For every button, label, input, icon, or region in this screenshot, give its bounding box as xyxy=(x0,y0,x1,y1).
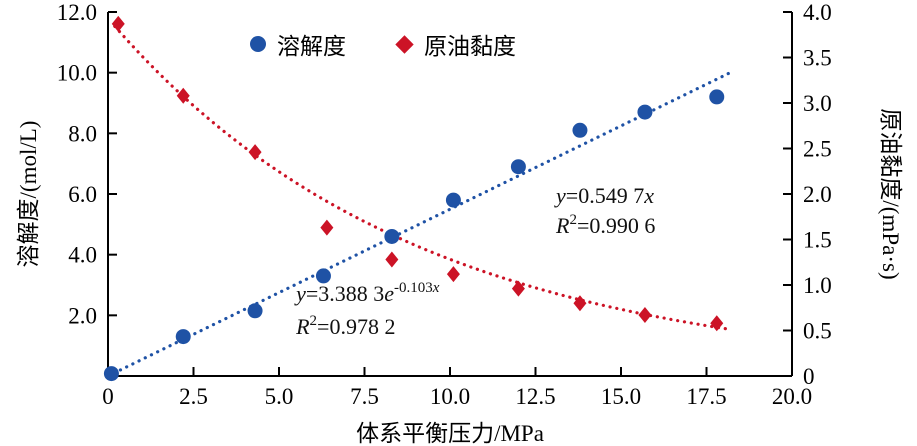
viscosity-data-point xyxy=(176,87,190,104)
solubility-fit-label: y=0.549 7x R2=0.990 6 xyxy=(556,181,655,244)
y-right-tick-label: 3.5 xyxy=(803,46,832,71)
y-right-tick-label: 1.0 xyxy=(803,273,832,298)
solubility-data-point xyxy=(103,366,119,382)
y-right-tick-label: 4.0 xyxy=(803,0,832,25)
y-left-tick-label: 2.0 xyxy=(68,303,97,328)
viscosity-data-point xyxy=(320,219,334,236)
viscosity-data-point xyxy=(446,266,460,283)
viscosity-fit-label-line: y=3.388 3e-0.103x xyxy=(296,280,440,307)
x-tick-label: 5.0 xyxy=(265,384,294,409)
solubility-data-point xyxy=(709,89,725,105)
y-left-tick-label: 6.0 xyxy=(68,182,97,207)
viscosity-data-point xyxy=(511,280,525,297)
solubility-data-point xyxy=(637,104,653,120)
viscosity-diamond-marker-icon xyxy=(395,34,414,54)
viscosity-data-point xyxy=(573,295,587,312)
x-tick-label: 10.0 xyxy=(430,384,470,409)
x-tick-label: 15.0 xyxy=(601,384,641,409)
y-right-tick-label: 1.5 xyxy=(803,228,832,253)
x-tick-label: 0 xyxy=(102,384,114,409)
x-tick-label: 2.5 xyxy=(179,384,208,409)
y-left-tick-label: 12.0 xyxy=(57,0,97,25)
y-axis-left-title: 溶解度/(mol/L) xyxy=(16,120,41,268)
y-right-tick-label: 0 xyxy=(803,364,815,389)
y-right-tick-label: 0.5 xyxy=(803,319,832,344)
solubility-trendline xyxy=(106,70,733,378)
y-left-tick-label: 10.0 xyxy=(57,61,97,86)
legend-item-viscosity: 原油黏度 xyxy=(395,27,516,61)
x-tick-label: 20.0 xyxy=(772,384,812,409)
legend-label-solubility: 溶解度 xyxy=(277,34,346,59)
solubility-data-point xyxy=(572,122,588,138)
x-tick-label: 7.5 xyxy=(350,384,379,409)
solubility-data-point xyxy=(384,228,400,244)
x-axis-title: 体系平衡压力/MPa xyxy=(356,421,544,446)
viscosity-data-point xyxy=(248,144,262,161)
x-tick-label: 17.5 xyxy=(686,384,726,409)
solubility-data-point xyxy=(247,303,263,319)
y-left-tick-label: 8.0 xyxy=(68,121,97,146)
solubility-fit-label-line: R2=0.990 6 xyxy=(556,212,656,239)
y-right-tick-label: 2.5 xyxy=(803,137,832,162)
y-axis-right-title: 原油黏度/(mPa·s) xyxy=(878,108,903,280)
y-right-tick-label: 2.0 xyxy=(803,182,832,207)
viscosity-data-point xyxy=(385,251,399,268)
viscosity-fit-label: y=3.388 3e-0.103x R2=0.978 2 xyxy=(296,279,439,345)
viscosity-data-point xyxy=(111,15,125,32)
x-tick-label: 12.5 xyxy=(515,384,555,409)
viscosity-data-point xyxy=(638,307,652,324)
legend-label-viscosity: 原油黏度 xyxy=(424,34,516,59)
legend: 溶解度 原油黏度 xyxy=(250,27,516,61)
viscosity-data-point xyxy=(710,315,724,332)
solubility-data-point xyxy=(510,159,526,175)
solubility-data-point xyxy=(175,329,191,345)
solubility-fit-label-line: y=0.549 7x xyxy=(556,183,654,209)
y-left-tick-label: 4.0 xyxy=(68,243,97,268)
viscosity-fit-label-line: R2=0.978 2 xyxy=(296,313,396,340)
solubility-circle-marker-icon xyxy=(250,36,266,52)
y-right-tick-label: 3.0 xyxy=(803,91,832,116)
legend-item-solubility: 溶解度 xyxy=(250,27,346,61)
solubility-data-point xyxy=(445,192,461,208)
solubility-data-point xyxy=(315,268,331,284)
